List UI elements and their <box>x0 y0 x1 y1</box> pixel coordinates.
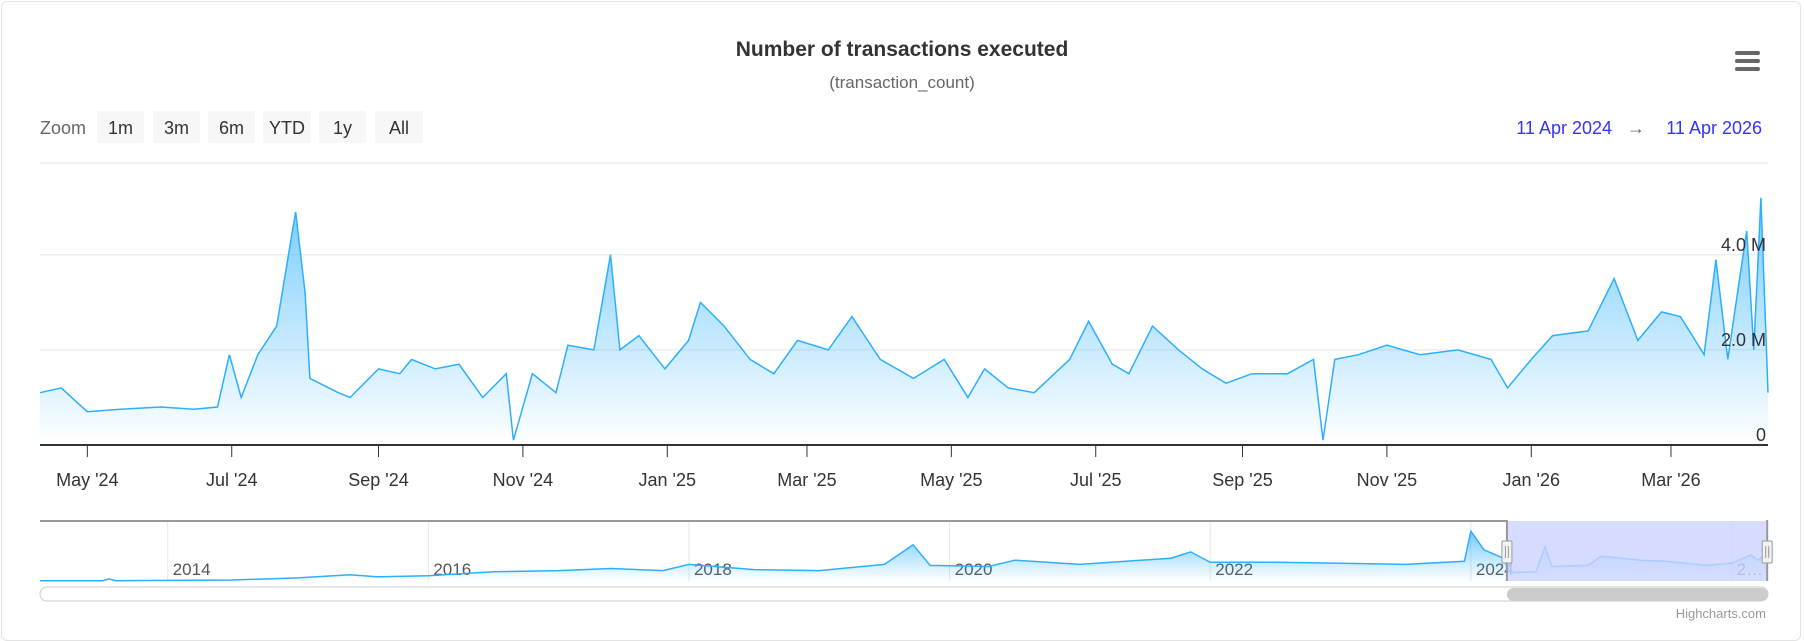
zoom-button-label: 1m <box>108 118 133 138</box>
x-tick-label: May '25 <box>920 470 982 490</box>
zoom-label: Zoom <box>40 118 86 138</box>
zoom-button-bg[interactable] <box>208 111 255 143</box>
navigator-left-handle[interactable] <box>1501 540 1513 564</box>
zoom-button-3m[interactable]: 3m <box>153 111 200 143</box>
scrollbar-thumb[interactable] <box>1506 588 1768 601</box>
y-tick-label: 0 <box>1756 425 1766 445</box>
x-tick-label: Sep '25 <box>1212 470 1273 490</box>
zoom-button-label: 6m <box>219 118 244 138</box>
x-tick-label: Mar '26 <box>1641 470 1700 490</box>
x-tick-label: May '24 <box>56 470 118 490</box>
navigator-selection-mask[interactable] <box>1506 521 1768 581</box>
x-tick-label: Mar '25 <box>777 470 836 490</box>
date-range-display: 11 Apr 2024 → 11 Apr 2026 <box>1516 118 1762 138</box>
x-tick-label: Jul '25 <box>1070 470 1121 490</box>
y-tick-label: 2.0 M <box>1721 330 1766 350</box>
chart-title: Number of transactions executed <box>736 38 1069 61</box>
zoom-button-bg[interactable] <box>319 111 366 143</box>
x-tick-label: Jan '25 <box>639 470 696 490</box>
navigator-area <box>40 531 1768 581</box>
zoom-button-label: All <box>389 118 409 138</box>
y-tick-label: 4.0 M <box>1721 235 1766 255</box>
zoom-button-bg[interactable] <box>375 111 423 143</box>
x-tick-label: Nov '25 <box>1357 470 1417 490</box>
x-tick-label: Nov '24 <box>493 470 553 490</box>
zoom-button-bg[interactable] <box>263 111 311 143</box>
chart-subtitle: (transaction_count) <box>829 73 975 92</box>
zoom-button-bg[interactable] <box>153 111 200 143</box>
zoom-button-1y[interactable]: 1y <box>319 111 366 143</box>
zoom-button-all[interactable]: All <box>375 111 423 143</box>
zoom-button-ytd[interactable]: YTD <box>263 111 311 143</box>
range-to-input[interactable]: 11 Apr 2026 <box>1666 118 1762 138</box>
x-tick-label: Jan '26 <box>1503 470 1560 490</box>
zoom-button-bg[interactable] <box>97 111 144 143</box>
hamburger-menu-icon[interactable] <box>1730 44 1766 78</box>
zoom-button-label: 1y <box>333 118 352 138</box>
series-line <box>39 197 1769 441</box>
zoom-button-6m[interactable]: 6m <box>208 111 255 143</box>
x-tick-label: Sep '24 <box>348 470 409 490</box>
series-area <box>40 197 1768 445</box>
credits-link[interactable]: Highcharts.com <box>1676 606 1766 621</box>
x-tick-label: Jul '24 <box>206 470 257 490</box>
navigator-right-handle[interactable] <box>1761 540 1773 564</box>
navigator-tick-label: 2014 <box>173 560 211 579</box>
scrollbar-track[interactable] <box>39 586 1769 602</box>
zoom-button-label: 3m <box>164 118 189 138</box>
range-from-input[interactable]: 11 Apr 2024 <box>1516 118 1612 138</box>
zoom-button-label: YTD <box>269 118 305 138</box>
range-arrow: → <box>1627 118 1645 138</box>
scrollbar[interactable] <box>39 586 1769 602</box>
zoom-button-1m[interactable]: 1m <box>97 111 144 143</box>
